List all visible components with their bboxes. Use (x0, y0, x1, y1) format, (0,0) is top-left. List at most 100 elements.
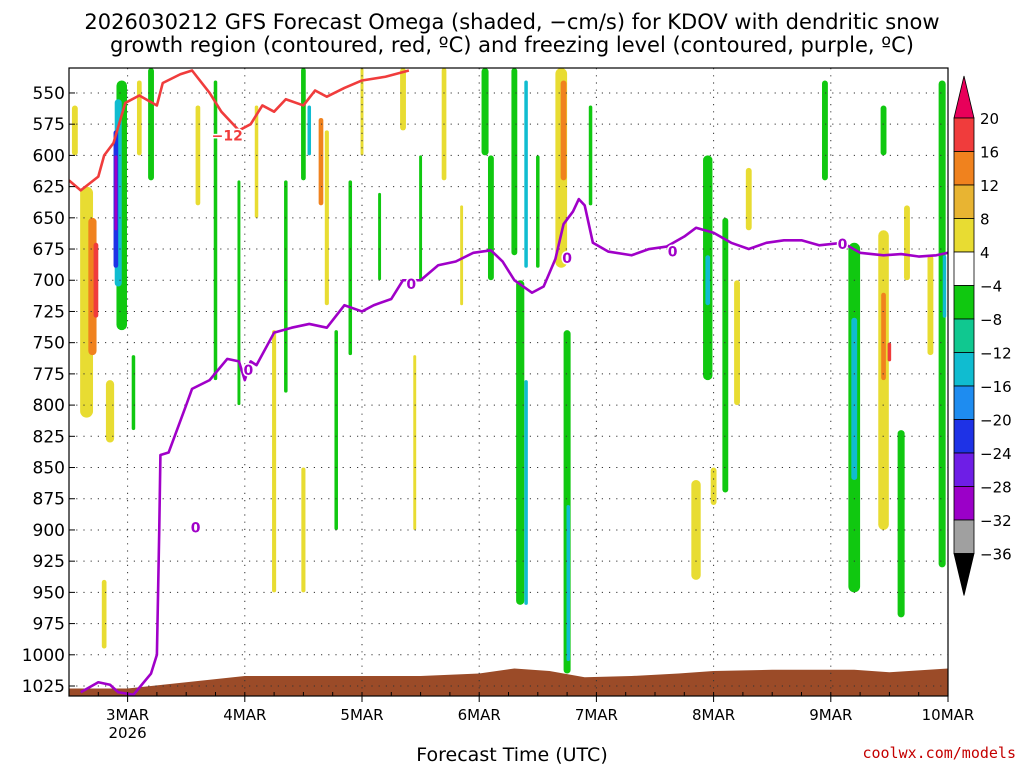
chart-title-line1: 2026030212 GFS Forecast Omega (shaded, −… (84, 10, 940, 34)
colorbar-label-5: −4 (980, 278, 1002, 296)
y-tick-label-11: 825 (33, 427, 65, 447)
omega-patch-11 (101, 579, 107, 649)
plot-frame (68, 67, 949, 697)
omega-patch-34 (487, 155, 494, 281)
colorbar-label-8: −16 (980, 378, 1012, 396)
omega-patch-23 (301, 467, 306, 593)
colorbar-swatch-12 (953, 486, 975, 521)
omega-patch-44 (588, 105, 593, 206)
colorbar-label-9: −20 (980, 412, 1012, 430)
colorbar-label-2: 12 (980, 177, 999, 195)
freezing-level-label-2: 0 (406, 277, 416, 293)
colorbar-swatch-2 (953, 151, 975, 186)
y-tick-label-5: 675 (33, 240, 65, 260)
colorbar-swatch-8 (953, 352, 975, 387)
x-tick-year: 2026 (109, 724, 147, 742)
omega-patch-61 (927, 255, 934, 356)
freezing-level-line (80, 197, 948, 696)
omega-patch-12 (131, 355, 136, 431)
surface-terrain (69, 668, 948, 696)
omega-patch-7 (148, 68, 154, 181)
omega-patch-33 (481, 68, 489, 156)
omega-patch-15 (237, 180, 241, 406)
omega-patch-63 (942, 255, 947, 318)
omega-patch-56 (878, 230, 889, 530)
colorbar-label-0: 20 (980, 110, 999, 128)
y-tick-label-16: 950 (33, 583, 65, 603)
y-tick-label-1: 575 (33, 115, 65, 135)
freezing-level-label-0: 0 (191, 520, 201, 536)
chart-title-line2: growth region (contoured, red, ºC) and f… (110, 33, 914, 57)
freezing-level-label-5: 0 (838, 237, 848, 253)
y-tick-label-7: 725 (33, 302, 65, 322)
omega-patch-32 (460, 205, 464, 306)
omega-patch-55 (880, 105, 887, 156)
omega-patch-28 (400, 68, 406, 131)
freezing-level-label-3: 0 (562, 251, 572, 267)
omega-patch-62 (938, 80, 946, 568)
colorbar-label-4: 4 (980, 244, 990, 262)
colorbar-swatch-5 (953, 251, 975, 286)
omega-patch-19 (301, 68, 306, 181)
omega-patch-20 (307, 105, 312, 156)
x-tick-label-6: 9MAR (809, 706, 852, 724)
omega-patch-38 (524, 380, 528, 605)
y-tick-label-0: 550 (33, 84, 65, 104)
omega-patch-48 (734, 280, 740, 406)
omega-patch-57 (881, 292, 886, 381)
omega-patch-18 (284, 180, 288, 393)
colorbar-swatch-10 (953, 419, 975, 454)
omega-patch-60 (904, 205, 910, 281)
omega-patch-14 (213, 80, 218, 381)
omega-patch-25 (348, 180, 353, 356)
colorbar-swatch-3 (953, 184, 975, 219)
dgz-contour-line (69, 69, 410, 192)
omega-patch-58 (887, 342, 892, 362)
y-tick-label-19: 1025 (22, 677, 65, 697)
y-tick-label-4: 650 (33, 209, 65, 229)
omega-patch-37 (516, 280, 525, 605)
freezing-level-label-1: 0 (243, 363, 253, 379)
omega-patch-35 (511, 68, 518, 256)
omega-patch-22 (324, 130, 329, 306)
y-tick-label-18: 1000 (22, 646, 65, 666)
colorbar-label-6: −8 (980, 311, 1002, 329)
colorbar-swatch-13 (953, 519, 975, 554)
y-tick-label-14: 900 (33, 521, 65, 541)
omega-patch-27 (378, 192, 382, 281)
omega-patch-51 (745, 167, 752, 231)
omega-patch-39 (536, 155, 540, 268)
colorbar-arrow-top (953, 75, 975, 119)
x-tick-label-0: 3MAR (106, 706, 149, 724)
omega-patch-6 (114, 155, 118, 231)
omega-patch-47 (722, 217, 729, 493)
y-tick-label-17: 975 (33, 615, 65, 635)
omega-patch-21 (318, 117, 324, 206)
omega-patch-13 (195, 105, 201, 206)
omega-patch-16 (254, 105, 259, 218)
y-tick-label-2: 600 (33, 146, 65, 166)
colorbar-swatch-6 (953, 285, 975, 320)
x-tick-label-4: 7MAR (575, 706, 618, 724)
y-tick-label-13: 875 (33, 490, 65, 510)
y-tick-label-9: 775 (33, 365, 65, 385)
x-tick-label-7: 10MAR (922, 706, 975, 724)
colorbar-swatch-11 (953, 452, 975, 487)
x-tick-label-3: 6MAR (458, 706, 501, 724)
omega-patch-8 (136, 80, 142, 156)
colorbar-label-7: −12 (980, 345, 1012, 363)
x-tick-label-2: 5MAR (340, 706, 383, 724)
dgz-contour-label: −12 (212, 128, 243, 144)
omega-patch-59 (897, 430, 905, 618)
colorbar-label-3: 8 (980, 211, 990, 229)
omega-patch-10 (105, 380, 115, 443)
freezing-level-label-4: 0 (668, 245, 678, 261)
omega-patch-41 (560, 80, 567, 181)
omega-patch-30 (419, 155, 423, 281)
x-tick-label-5: 8MAR (692, 706, 735, 724)
omega-patch-24 (334, 330, 338, 530)
y-tick-label-15: 925 (33, 552, 65, 572)
x-axis-title: Forecast Time (UTC) (416, 744, 608, 766)
y-tick-label-10: 800 (33, 396, 65, 416)
credit-text: coolwx.com/models (862, 744, 1016, 762)
